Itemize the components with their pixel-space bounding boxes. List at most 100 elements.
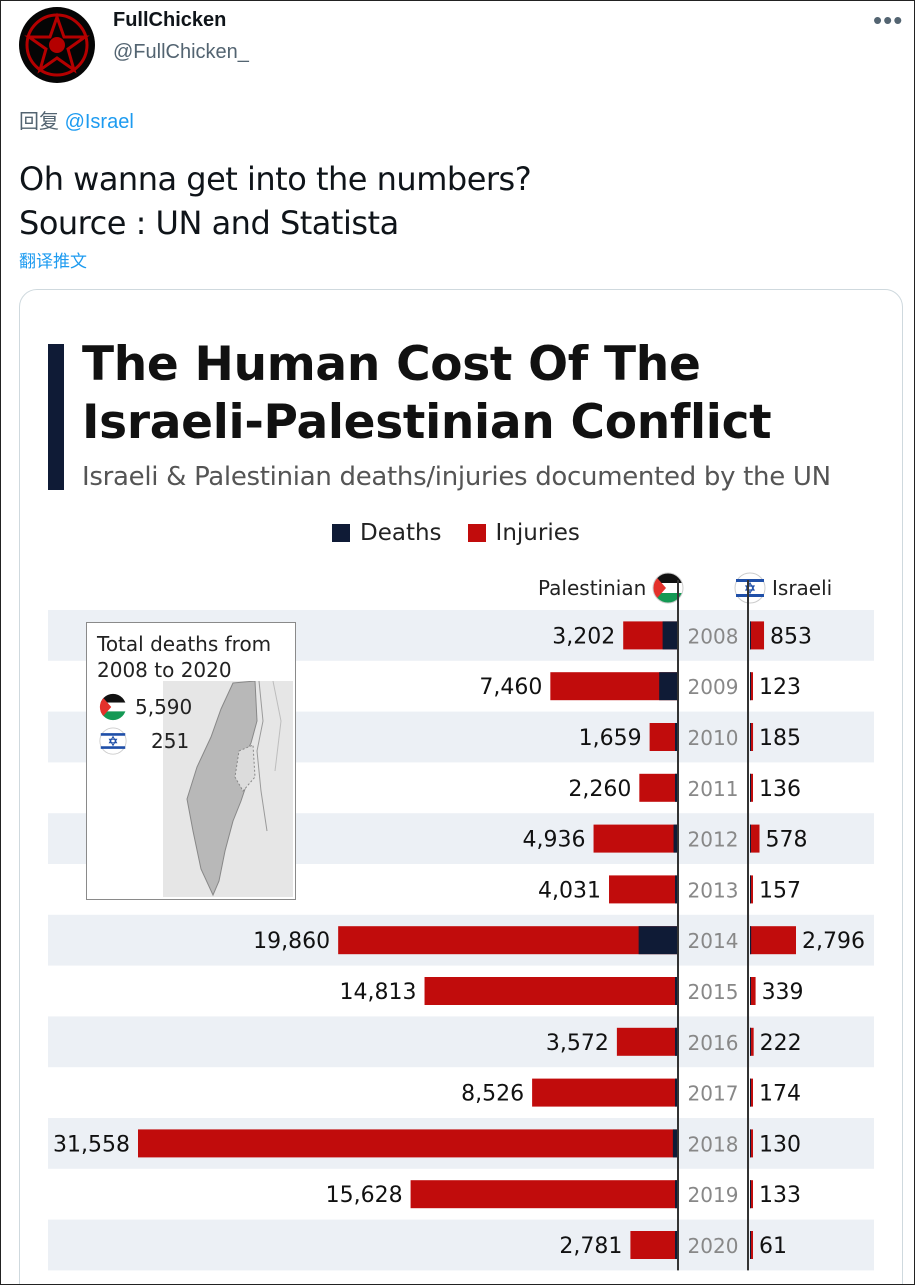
- year-label: 2010: [688, 726, 739, 750]
- data-label-palestinian: 31,558: [53, 1132, 130, 1157]
- more-options-button[interactable]: •••: [873, 5, 904, 35]
- legend-item-injuries: Injuries: [467, 520, 580, 546]
- chart-legend: Deaths Injuries: [332, 520, 606, 546]
- data-label-palestinian: 4,031: [538, 878, 601, 903]
- bar-israeli-deaths: [750, 773, 751, 802]
- tweet-text: Oh wanna get into the numbers? Source : …: [19, 157, 532, 245]
- bar-palestinian-injuries: [532, 1078, 678, 1107]
- data-label-palestinian: 4,936: [523, 828, 586, 853]
- year-label: 2017: [688, 1082, 739, 1106]
- bar-israeli-deaths: [750, 977, 751, 1005]
- chart-title-line-2: Israeli-Palestinian Conflict: [82, 395, 772, 450]
- bar-israeli-deaths: [750, 926, 752, 955]
- user-handle[interactable]: @FullChicken_: [113, 41, 249, 63]
- inset-title: Total deaths from 2008 to 2020: [97, 631, 271, 683]
- tweet-text-line-2: Source : UN and Statista: [19, 204, 399, 242]
- israel-flag-icon: [99, 727, 127, 755]
- year-label: 2008: [688, 624, 739, 648]
- inset-palestinian-total: 5,590: [135, 695, 193, 719]
- bar-israeli-deaths: [750, 1078, 751, 1107]
- palestinian-header: Palestinian: [538, 572, 684, 604]
- bar-palestinian-injuries: [424, 977, 678, 1005]
- year-label: 2019: [688, 1183, 739, 1207]
- bar-israeli-injuries: [750, 1180, 753, 1209]
- data-label-israeli: 130: [759, 1132, 801, 1157]
- bar-israeli-deaths: [750, 1129, 751, 1158]
- data-label-israeli: 123: [759, 675, 801, 700]
- bar-palestinian-deaths: [675, 1231, 678, 1259]
- bar-israeli-injuries: [750, 723, 754, 751]
- data-label-palestinian: 19,860: [253, 929, 330, 954]
- bar-israeli-deaths: [750, 1027, 751, 1056]
- legend-swatch-deaths: [332, 524, 350, 542]
- reply-context: 回复 @Israel: [19, 105, 134, 134]
- year-label: 2020: [688, 1234, 739, 1258]
- bar-israeli-deaths: [750, 723, 751, 751]
- reply-mention-link[interactable]: @Israel: [64, 111, 134, 133]
- bar-palestinian-injuries: [616, 1027, 678, 1056]
- translate-tweet-link[interactable]: 翻译推文: [19, 252, 87, 271]
- year-label: 2014: [688, 929, 739, 953]
- legend-swatch-injuries: [467, 524, 486, 542]
- data-label-israeli: 222: [760, 1031, 802, 1056]
- user-name[interactable]: FullChicken: [113, 9, 227, 31]
- total-deaths-inset: Total deaths from 2008 to 2020: [86, 622, 296, 900]
- inset-title-line-1: Total deaths from: [97, 632, 272, 656]
- bar-palestinian-deaths: [675, 773, 678, 802]
- year-label: 2012: [688, 828, 739, 852]
- bar-israeli-injuries: [750, 1231, 753, 1259]
- reply-prefix: 回复: [19, 111, 59, 133]
- bar-palestinian-injuries: [593, 824, 678, 853]
- legend-label-deaths: Deaths: [360, 520, 442, 546]
- data-label-israeli: 339: [762, 980, 804, 1005]
- israel-flag-icon: [734, 572, 766, 604]
- year-label: 2018: [688, 1132, 739, 1156]
- bar-palestinian-injuries: [639, 773, 678, 802]
- bar-israeli-injuries: [750, 621, 765, 650]
- bar-palestinian-deaths: [675, 875, 678, 904]
- bar-palestinian-deaths: [675, 723, 678, 751]
- bar-palestinian-deaths: [675, 1078, 678, 1107]
- data-label-palestinian: 8,526: [461, 1082, 524, 1107]
- data-label-israeli: 853: [770, 624, 812, 649]
- chart-title: The Human Cost Of The Israeli-Palestinia…: [82, 336, 772, 452]
- data-label-palestinian: 3,572: [546, 1031, 609, 1056]
- palestinian-header-label: Palestinian: [538, 576, 647, 600]
- inset-israeli-total: 251: [151, 729, 190, 753]
- data-label-palestinian: 14,813: [340, 980, 417, 1005]
- data-label-israeli: 578: [766, 828, 808, 853]
- avatar[interactable]: [19, 7, 95, 83]
- bar-israeli-injuries: [750, 1027, 754, 1056]
- data-label-israeli: 174: [759, 1082, 801, 1107]
- palestine-flag-icon: [99, 693, 127, 721]
- bar-palestinian-deaths: [675, 1027, 678, 1056]
- bar-palestinian-deaths: [659, 672, 678, 701]
- bar-israeli-injuries: [750, 875, 753, 904]
- data-label-israeli: 136: [759, 777, 801, 802]
- bar-palestinian-deaths: [672, 1129, 678, 1158]
- bar-palestinian-deaths: [673, 824, 678, 853]
- data-label-palestinian: 3,202: [552, 624, 615, 649]
- row-band: [48, 1016, 874, 1068]
- bar-israeli-deaths: [750, 824, 751, 853]
- bar-israeli-deaths: [750, 621, 751, 650]
- bar-israeli-deaths: [750, 672, 751, 701]
- year-label: 2011: [688, 777, 739, 801]
- tweet-media-image[interactable]: The Human Cost Of The Israeli-Palestinia…: [19, 289, 903, 1284]
- israeli-header-label: Israeli: [772, 576, 833, 600]
- bar-palestinian-injuries: [410, 1180, 678, 1209]
- year-label: 2013: [688, 878, 739, 902]
- data-label-israeli: 61: [759, 1234, 787, 1259]
- bar-israeli-injuries: [750, 926, 796, 955]
- bar-israeli-deaths: [750, 875, 751, 904]
- data-label-palestinian: 7,460: [479, 675, 542, 700]
- data-label-israeli: 133: [759, 1183, 801, 1208]
- palestine-flag-icon: [652, 572, 684, 604]
- tweet-text-line-1: Oh wanna get into the numbers?: [19, 160, 532, 198]
- year-label: 2016: [688, 1031, 739, 1055]
- data-label-israeli: 185: [759, 726, 801, 751]
- bar-israeli-injuries: [750, 1078, 753, 1107]
- bar-palestinian-injuries: [138, 1129, 678, 1158]
- israel-map-icon: [163, 681, 293, 897]
